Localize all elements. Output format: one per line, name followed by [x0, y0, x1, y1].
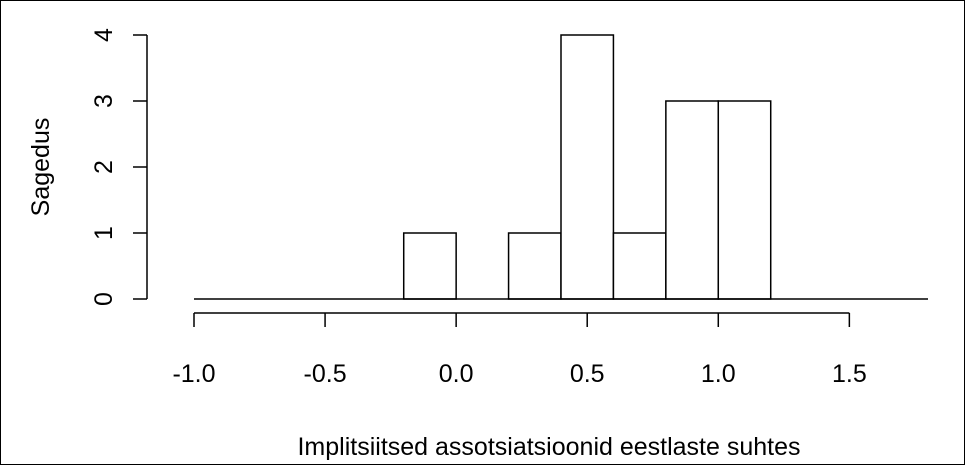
- y-tick-label: 0: [90, 292, 118, 306]
- histogram-bar: [507, 232, 562, 300]
- x-tick-label: 0.5: [570, 360, 605, 388]
- y-tick-label: 4: [90, 28, 118, 42]
- y-tick-label: 3: [90, 94, 118, 108]
- x-axis: -1.0 -0.5 0.0 0.5 1.0 1.5: [172, 312, 867, 388]
- y-axis: 0 1 2 3 4: [90, 28, 148, 306]
- x-tick-label: 1.0: [701, 360, 736, 388]
- y-axis-title: Sagedus: [27, 118, 55, 217]
- histogram-bar: [717, 100, 772, 300]
- histogram-bar: [665, 100, 720, 300]
- bars-group: [402, 34, 772, 300]
- histogram-bar: [560, 34, 615, 300]
- histogram-bar: [402, 232, 457, 300]
- x-tick-label: 0.0: [439, 360, 474, 388]
- y-tick-label: 1: [90, 226, 118, 240]
- x-axis-title: Implitsiitsed assotsiatsioonid eestlaste…: [297, 433, 800, 461]
- histogram-bar: [612, 232, 667, 300]
- x-tick-label: -1.0: [172, 360, 215, 388]
- y-tick-label: 2: [90, 160, 118, 174]
- x-tick-label: -0.5: [304, 360, 347, 388]
- x-tick-label: 1.5: [832, 360, 867, 388]
